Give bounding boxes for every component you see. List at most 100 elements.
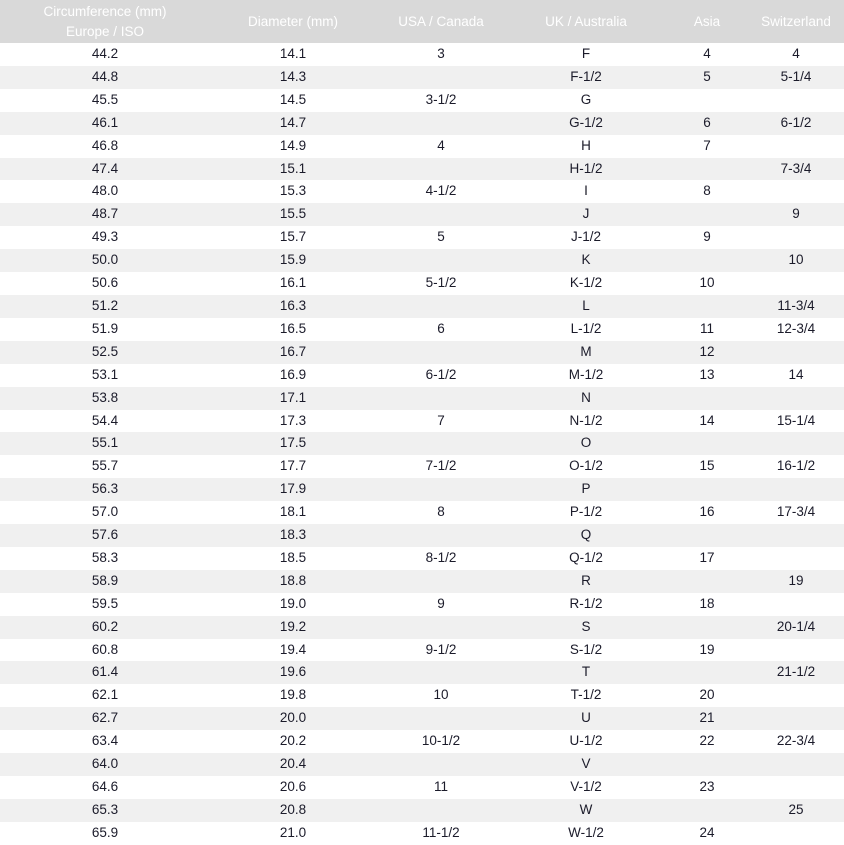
cell-diameter: 16.9 <box>279 366 307 382</box>
cell-diameter: 18.3 <box>279 527 307 543</box>
column-header-switzerland: Switzerland <box>748 0 844 43</box>
table-row: 61.4 19.6 T 21-1/2 <box>0 661 844 685</box>
cell-usa_canada <box>376 66 506 89</box>
cell-usa_canada <box>376 570 506 593</box>
cell-switzerland: 12-3/4 <box>776 320 816 336</box>
cell-circumference: 60.8 <box>91 641 119 657</box>
cell-switzerland <box>748 272 844 295</box>
cell-circumference: 46.1 <box>91 114 119 130</box>
cell-uk_australia: M <box>580 343 592 359</box>
cell-usa_canada <box>376 341 506 364</box>
cell-uk_australia: U-1/2 <box>569 733 603 749</box>
cell-diameter: 15.5 <box>279 206 307 222</box>
table-header: Circumference (mm) Europe / ISO Diameter (… <box>0 0 844 43</box>
table-row: 48.7 15.5 J 9 <box>0 203 844 227</box>
cell-usa_canada: 9-1/2 <box>425 641 457 657</box>
table-row: 65.3 20.8 W 25 <box>0 798 844 822</box>
cell-usa_canada: 3 <box>437 46 445 61</box>
cell-usa_canada <box>376 112 506 135</box>
cell-uk_australia: Q-1/2 <box>569 549 603 565</box>
table-row: 63.4 20.2 10-1/2 U-1/2 22 22-3/4 <box>0 730 844 754</box>
table-row: 48.0 15.3 4-1/2 I 8 <box>0 180 844 204</box>
cell-uk_australia: J-1/2 <box>570 229 601 245</box>
table-row: 50.6 16.1 5-1/2 K-1/2 10 <box>0 272 844 295</box>
cell-asia: 23 <box>699 779 715 794</box>
table-row: 44.2 14.1 3 F 4 4 <box>0 43 844 66</box>
cell-circumference: 48.0 <box>91 183 119 199</box>
cell-asia <box>666 387 748 410</box>
cell-switzerland <box>748 593 844 616</box>
cell-uk_australia: H-1/2 <box>569 160 603 176</box>
cell-circumference: 62.1 <box>91 687 119 703</box>
cell-diameter: 16.3 <box>279 297 307 313</box>
cell-uk_australia: L <box>582 297 590 313</box>
cell-uk_australia: F <box>581 46 591 61</box>
cell-uk_australia: F-1/2 <box>570 68 602 84</box>
cell-circumference: 65.9 <box>91 824 119 840</box>
cell-diameter: 20.4 <box>279 756 307 772</box>
cell-diameter: 17.5 <box>279 435 307 451</box>
cell-switzerland: 15-1/4 <box>776 412 816 428</box>
cell-usa_canada <box>376 432 506 455</box>
cell-circumference: 44.2 <box>91 46 119 61</box>
cell-diameter: 19.6 <box>279 664 307 680</box>
cell-switzerland <box>748 639 844 662</box>
table-row: 58.3 18.5 8-1/2 Q-1/2 17 <box>0 546 844 570</box>
cell-switzerland <box>748 180 844 203</box>
cell-diameter: 14.3 <box>279 68 307 84</box>
cell-circumference: 51.9 <box>91 320 119 336</box>
cell-switzerland: 10 <box>788 252 804 268</box>
column-header-label: UK / Australia <box>545 13 627 29</box>
cell-usa_canada: 8-1/2 <box>425 549 457 565</box>
cell-switzerland <box>748 478 844 501</box>
table-row: 62.1 19.8 10 T-1/2 20 <box>0 684 844 708</box>
cell-asia: 16 <box>699 504 715 520</box>
cell-circumference: 49.3 <box>91 229 119 245</box>
column-header-diameter: Diameter (mm) <box>210 0 376 43</box>
table-row: 45.5 14.5 3-1/2 G <box>0 88 844 112</box>
cell-circumference: 46.8 <box>91 137 119 153</box>
cell-asia <box>666 249 748 272</box>
table-row: 65.9 21.0 11-1/2 W-1/2 24 <box>0 821 844 845</box>
cell-asia: 12 <box>699 343 715 359</box>
table-row: 64.0 20.4 V <box>0 753 844 776</box>
cell-uk_australia: N-1/2 <box>569 412 603 428</box>
cell-uk_australia: H <box>581 137 591 153</box>
cell-usa_canada: 10 <box>433 687 449 703</box>
cell-asia <box>666 295 748 318</box>
cell-circumference: 65.3 <box>91 801 119 817</box>
cell-asia: 20 <box>699 687 715 703</box>
cell-asia: 8 <box>703 183 711 199</box>
cell-switzerland <box>748 432 844 455</box>
table-row: 54.4 17.3 7 N-1/2 14 15-1/4 <box>0 409 844 433</box>
cell-asia: 7 <box>703 137 711 153</box>
cell-usa_canada: 8 <box>437 504 445 520</box>
cell-asia <box>666 661 748 684</box>
table-row: 50.0 15.9 K 10 <box>0 249 844 273</box>
table-row: 59.5 19.0 9 R-1/2 18 <box>0 592 844 616</box>
cell-uk_australia: R <box>581 572 591 588</box>
table-row: 60.2 19.2 S 20-1/4 <box>0 615 844 639</box>
cell-diameter: 14.5 <box>279 91 307 107</box>
cell-asia <box>666 89 748 112</box>
cell-usa_canada: 4 <box>437 137 445 153</box>
cell-diameter: 15.3 <box>279 183 307 199</box>
cell-uk_australia: V <box>581 756 591 772</box>
table-body: 44.2 14.1 3 F 4 4 44.8 14.3 F-1/2 5 5-1/4 45.5 14.5 3… <box>0 43 844 845</box>
cell-diameter: 17.7 <box>279 458 307 474</box>
cell-diameter: 14.7 <box>279 114 307 130</box>
table-row: 57.6 18.3 Q <box>0 524 844 547</box>
cell-asia <box>666 570 748 593</box>
cell-diameter: 15.1 <box>279 160 307 176</box>
cell-usa_canada <box>376 249 506 272</box>
cell-uk_australia: M-1/2 <box>568 366 604 382</box>
cell-uk_australia: G-1/2 <box>569 114 603 130</box>
cell-asia <box>666 753 748 776</box>
cell-switzerland: 25 <box>788 801 804 817</box>
cell-diameter: 20.2 <box>279 733 307 749</box>
cell-circumference: 44.8 <box>91 68 119 84</box>
cell-diameter: 18.8 <box>279 572 307 588</box>
column-header-label: Asia <box>693 13 721 29</box>
cell-usa_canada <box>376 158 506 181</box>
cell-uk_australia: S-1/2 <box>569 641 603 657</box>
